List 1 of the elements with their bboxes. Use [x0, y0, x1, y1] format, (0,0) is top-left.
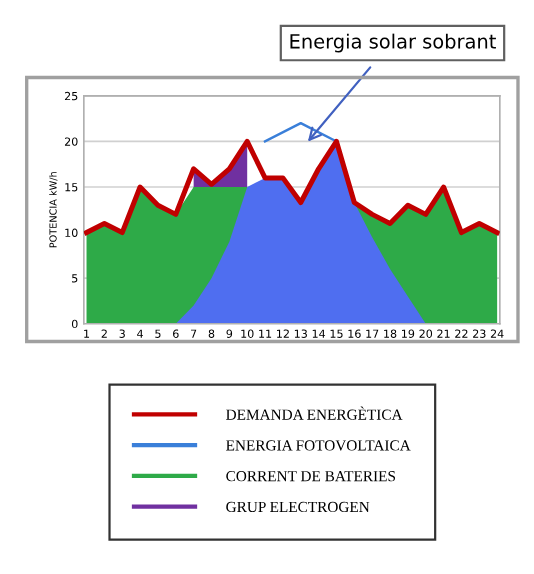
text: Energia solar sobrant	[290, 33, 496, 53]
